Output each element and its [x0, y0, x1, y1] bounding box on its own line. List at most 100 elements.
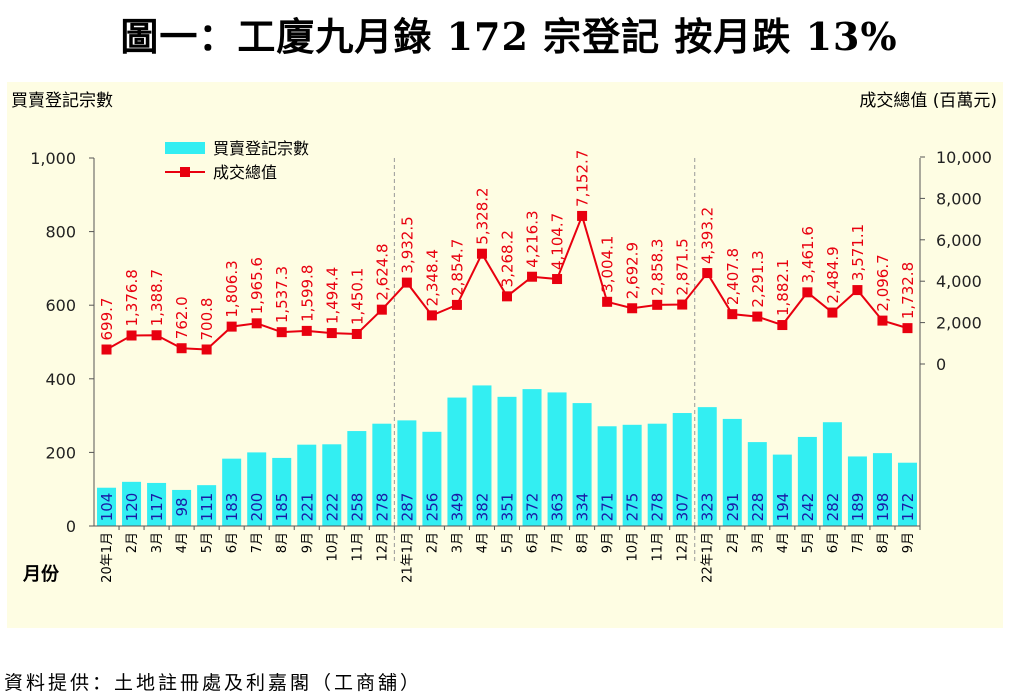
x-category-label: 2月: [726, 532, 741, 553]
line-value-label: 762.0: [173, 296, 191, 339]
line-marker: [351, 328, 362, 339]
right-tick-label: 10,000: [936, 148, 992, 167]
line-value-label: 4,393.2: [699, 207, 717, 264]
bar: [497, 396, 517, 526]
bar-value-label: 372: [524, 493, 542, 522]
bar: [722, 418, 742, 526]
bar-value-label: 351: [499, 493, 517, 522]
line-marker: [827, 307, 838, 318]
bar: [822, 422, 842, 526]
line-marker: [777, 320, 788, 331]
x-category-label: 3月: [751, 532, 766, 553]
x-category-label: 7月: [551, 532, 566, 553]
bar: [697, 407, 717, 526]
line-series: [101, 210, 913, 355]
bar-value-label: 258: [348, 493, 366, 522]
x-category-label: 5月: [501, 532, 516, 553]
x-category-label: 2月: [425, 532, 440, 553]
bar: [622, 424, 642, 526]
line-marker: [802, 287, 813, 298]
line-marker: [602, 296, 613, 307]
line-value-label: 1,376.8: [123, 269, 141, 326]
bar-series: [97, 385, 917, 526]
line-marker: [426, 310, 437, 321]
line-value-label: 2,407.8: [724, 248, 742, 305]
legend-line-label: 成交總值: [213, 163, 277, 182]
bar: [797, 436, 817, 526]
chart-text: 買賣登記宗數 成交總值 (百萬元) 月份 0 200 400 600 800 1,000 0 2,0…: [11, 91, 997, 585]
bar: [122, 481, 142, 526]
bar: [447, 397, 467, 526]
page-title: 圖一：工廈九月錄 172 宗登記 按月跌 13%: [120, 14, 898, 59]
x-category-label: 6月: [526, 532, 541, 553]
bar: [147, 482, 167, 526]
line-value-label: 3,268.2: [499, 230, 517, 287]
line-marker: [702, 268, 713, 279]
bar: [522, 389, 542, 526]
bar-value-label: 228: [749, 493, 767, 522]
bar: [247, 452, 267, 526]
bar-value-label: 172: [899, 493, 917, 522]
line-marker: [652, 299, 663, 310]
left-tick-label: 200: [45, 443, 76, 462]
x-category-label: 8月: [576, 532, 591, 553]
bar: [297, 444, 317, 526]
line-value-label: 2,624.8: [373, 243, 391, 300]
x-category-label: 3月: [150, 532, 165, 553]
line-marker: [301, 325, 312, 336]
x-category-label: 7月: [250, 532, 265, 553]
line-value-label: 2,854.7: [448, 239, 466, 296]
x-category-label: 12月: [676, 532, 691, 562]
bar-value-label: 278: [649, 493, 667, 522]
bar-value-label: 98: [173, 497, 191, 516]
x-category-label: 6月: [826, 532, 841, 553]
line-marker: [451, 299, 462, 310]
x-category-label: 10月: [626, 532, 641, 562]
legend-line-marker: [180, 167, 190, 177]
line-value-label: 1,732.8: [899, 262, 917, 319]
line-value-label: 4,104.7: [549, 213, 567, 270]
line-value-label: 2,096.7: [874, 254, 892, 311]
bar-value-label: 334: [574, 493, 592, 522]
line-marker: [201, 344, 212, 355]
x-category-label: 4月: [475, 532, 490, 553]
bar: [672, 413, 692, 526]
line-value-label: 1,450.1: [348, 268, 366, 325]
chart-gridlines: [393, 158, 696, 562]
bar: [572, 403, 592, 526]
bar-value-label: 221: [298, 493, 316, 522]
line-value-label: 3,571.1: [849, 224, 867, 281]
bar-value-label: 282: [824, 493, 842, 522]
chart-panel: 買賣登記宗數 成交總值 (百萬元) 月份 0 200 400 600 800 1,000 0 2,0…: [7, 82, 1003, 628]
combo-chart: 買賣登記宗數 成交總值 (百萬元) 月份 0 200 400 600 800 1,000 0 2,0…: [11, 91, 997, 585]
bar-value-label: 271: [599, 493, 617, 522]
bar-value-label: 323: [699, 493, 717, 522]
line-marker: [552, 274, 563, 285]
bar-value-label: 307: [674, 493, 692, 522]
line-marker: [176, 343, 187, 354]
bar-value-label: 287: [398, 493, 416, 522]
line-marker: [476, 248, 487, 259]
bar: [847, 456, 867, 526]
bar: [347, 431, 367, 526]
x-category-label: 6月: [225, 532, 240, 553]
right-tick-label: 6,000: [936, 231, 982, 250]
left-tick-label: 0: [66, 517, 76, 536]
line-value-label: 700.8: [198, 298, 216, 341]
x-category-label: 11月: [651, 532, 666, 562]
bar-value-label: 194: [774, 493, 792, 522]
bar: [547, 392, 567, 526]
line-value-label: 1,806.3: [223, 260, 241, 317]
x-category-label: 9月: [601, 532, 616, 553]
bar-value-label: 183: [223, 493, 241, 522]
x-category-label: 2月: [125, 532, 140, 553]
line-value-label: 1,388.7: [148, 269, 166, 326]
line-marker: [401, 277, 412, 288]
legend-bar-label: 買賣登記宗數: [213, 139, 309, 158]
line-value-label: 2,692.9: [624, 242, 642, 299]
bar-value-label: 120: [123, 493, 141, 522]
bar-value-label: 104: [98, 493, 116, 522]
left-tick-label: 600: [45, 296, 76, 315]
x-category-label: 7月: [851, 532, 866, 553]
line-marker: [877, 315, 888, 326]
